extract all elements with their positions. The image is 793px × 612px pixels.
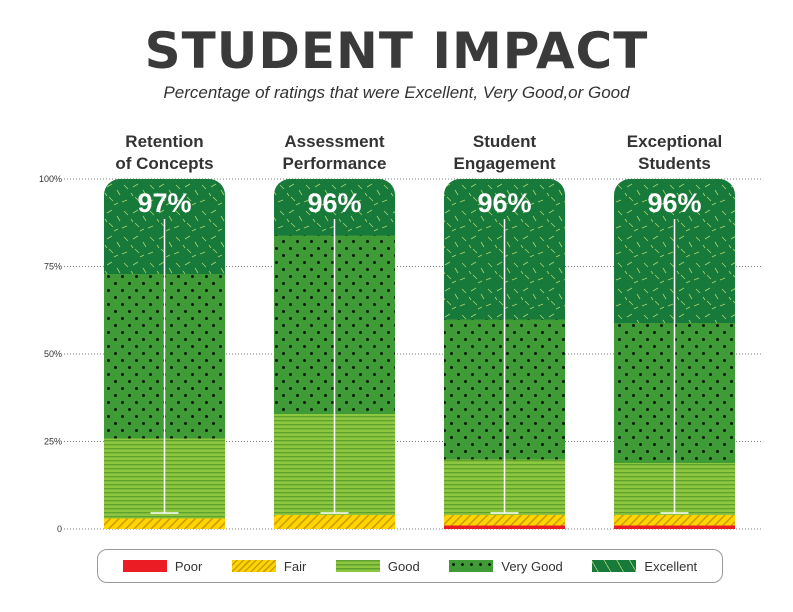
legend-item-good: Good — [335, 558, 420, 574]
chart-title: STUDENT IMPACT — [144, 22, 649, 80]
bar-segment-good — [444, 513, 565, 515]
category-label: of Concepts — [115, 154, 213, 173]
bar-segment-good — [104, 513, 225, 519]
legend-label-very-good: Very Good — [501, 558, 563, 574]
stacked-bar-chart: 100% 75% 50% 25% 0 97% 96% 96% 96% Retention of … — [39, 132, 762, 534]
bar-segment-poor — [444, 525, 565, 529]
y-tick-label: 75% — [44, 262, 62, 272]
category-label: Student — [473, 132, 537, 151]
bar-segment-fair — [614, 515, 735, 526]
legend-swatch-fair — [231, 560, 276, 572]
y-tick-label: 50% — [44, 349, 62, 359]
legend-item-excellent: Excellent — [592, 559, 697, 574]
legend-item-fair: Fair — [231, 558, 307, 574]
category-label: Students — [638, 154, 711, 173]
legend: Poor Fair Good Very Good Excellent — [97, 549, 723, 583]
bar-top-label: 97% — [137, 188, 191, 218]
category-labels: Retention of Concepts Assessment Performanc… — [115, 132, 722, 173]
bar-segment-fair — [444, 515, 565, 526]
bar-segment-fair — [274, 515, 395, 529]
category-label: Performance — [283, 154, 387, 173]
category-label: Engagement — [453, 154, 555, 173]
bar-base — [614, 513, 735, 529]
category-label: Assessment — [284, 132, 385, 151]
bar-base — [274, 513, 395, 529]
legend-item-poor: Poor — [122, 558, 203, 574]
bar-top-label: 96% — [307, 188, 361, 218]
y-tick-label: 100% — [39, 174, 62, 184]
grid — [64, 178, 762, 530]
category-label: Retention — [125, 132, 203, 151]
bar-base — [444, 513, 565, 529]
bar-segment-poor — [614, 525, 735, 529]
bars: 97% 96% 96% 96% — [104, 179, 735, 529]
legend-swatch-good — [335, 560, 380, 572]
bar-top-label: 96% — [477, 188, 531, 218]
legend-swatch-excellent — [592, 560, 637, 572]
bar-segment-good — [614, 513, 735, 515]
chart-subtitle: Percentage of ratings that were Excellen… — [163, 83, 630, 102]
y-tick-label: 0 — [57, 524, 62, 534]
category-label: Exceptional — [627, 132, 722, 151]
legend-swatch-poor — [122, 560, 167, 572]
legend-label-excellent: Excellent — [644, 558, 698, 574]
legend-label-fair: Fair — [283, 558, 307, 574]
y-axis: 100% 75% 50% 25% 0 — [39, 174, 62, 534]
legend-swatch-very-good — [449, 560, 494, 572]
legend-label-good: Good — [387, 558, 420, 574]
bar-segment-good — [274, 513, 395, 515]
bar-segment-fair — [104, 518, 225, 529]
y-tick-label: 25% — [44, 437, 62, 447]
bar-base — [104, 513, 225, 529]
legend-label-poor: Poor — [174, 558, 203, 574]
legend-item-very-good: Very Good — [449, 558, 563, 574]
bar-top-label: 96% — [647, 188, 701, 218]
